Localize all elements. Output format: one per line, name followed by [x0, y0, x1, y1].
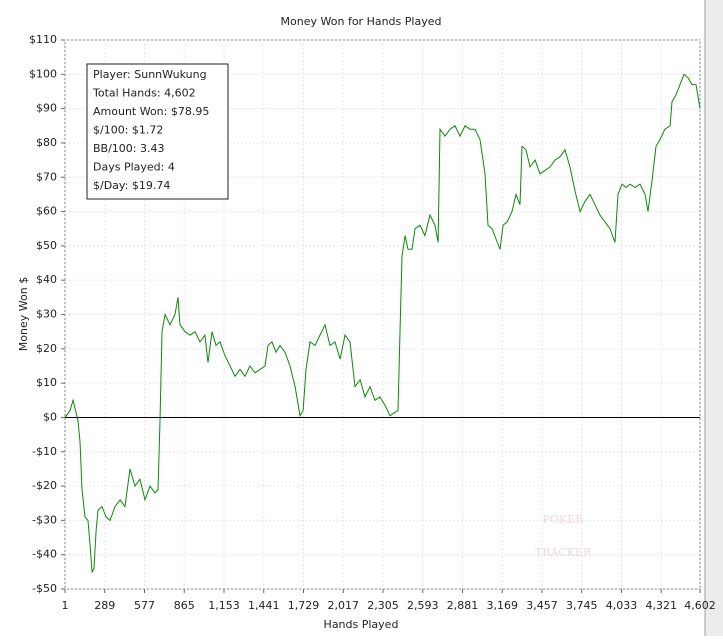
- y-tick-label: -$50: [32, 582, 57, 595]
- y-tick-label: -$30: [32, 513, 57, 526]
- x-tick-label: 1,153: [208, 599, 240, 612]
- y-tick-label: $90: [36, 102, 57, 115]
- x-tick-label: 4,602: [684, 599, 716, 612]
- info-line: Amount Won: $78.95: [93, 105, 209, 118]
- x-tick-label: 3,457: [526, 599, 558, 612]
- x-tick-label: 2,593: [407, 599, 439, 612]
- x-tick-label: 1: [62, 599, 69, 612]
- x-axis-title: Hands Played: [324, 618, 399, 631]
- info-line: $/Day: $19.74: [93, 179, 170, 192]
- x-tick-label: 1,441: [248, 599, 280, 612]
- y-tick-label: $20: [36, 342, 57, 355]
- y-tick-label: $40: [36, 273, 57, 286]
- x-tick-label: 1,729: [288, 599, 320, 612]
- y-tick-label: $70: [36, 170, 57, 183]
- x-tick-label: 2,305: [367, 599, 399, 612]
- info-box: [86, 63, 229, 200]
- info-line: Total Hands: 4,602: [92, 87, 196, 100]
- y-tick-label: $80: [36, 136, 57, 149]
- data-line: [64, 73, 701, 574]
- info-line: Days Played: 4: [93, 161, 175, 174]
- window-edge: [705, 0, 723, 636]
- y-axis-title: Money Won $: [17, 277, 30, 351]
- x-tick-label: 3,169: [486, 599, 518, 612]
- y-tick-label: $110: [29, 33, 57, 46]
- info-line: BB/100: 3.43: [93, 142, 165, 155]
- y-tick-label: -$20: [32, 479, 57, 492]
- watermark: TRACKER: [535, 546, 592, 559]
- y-tick-label: $10: [36, 376, 57, 389]
- x-tick-label: 577: [134, 599, 155, 612]
- watermark: POKER: [543, 513, 585, 526]
- x-tick-label: 865: [174, 599, 195, 612]
- chart-title: Money Won for Hands Played: [281, 15, 442, 28]
- y-tick-label: $30: [36, 308, 57, 321]
- x-tick-label: 4,033: [606, 599, 638, 612]
- y-tick-label: $50: [36, 239, 57, 252]
- y-tick-label: $100: [29, 67, 57, 80]
- x-tick-label: 289: [94, 599, 115, 612]
- y-tick-label: -$10: [32, 445, 57, 458]
- y-tick-label: $0: [43, 410, 57, 423]
- info-line: Player: SunnWukung: [93, 68, 207, 81]
- x-tick-label: 3,745: [566, 599, 598, 612]
- x-tick-label: 4,321: [645, 599, 677, 612]
- y-tick-label: -$40: [32, 548, 57, 561]
- x-tick-label: 2,881: [447, 599, 479, 612]
- y-tick-label: $60: [36, 205, 57, 218]
- info-line: $/100: $1.72: [93, 124, 163, 137]
- x-tick-label: 2,017: [327, 599, 359, 612]
